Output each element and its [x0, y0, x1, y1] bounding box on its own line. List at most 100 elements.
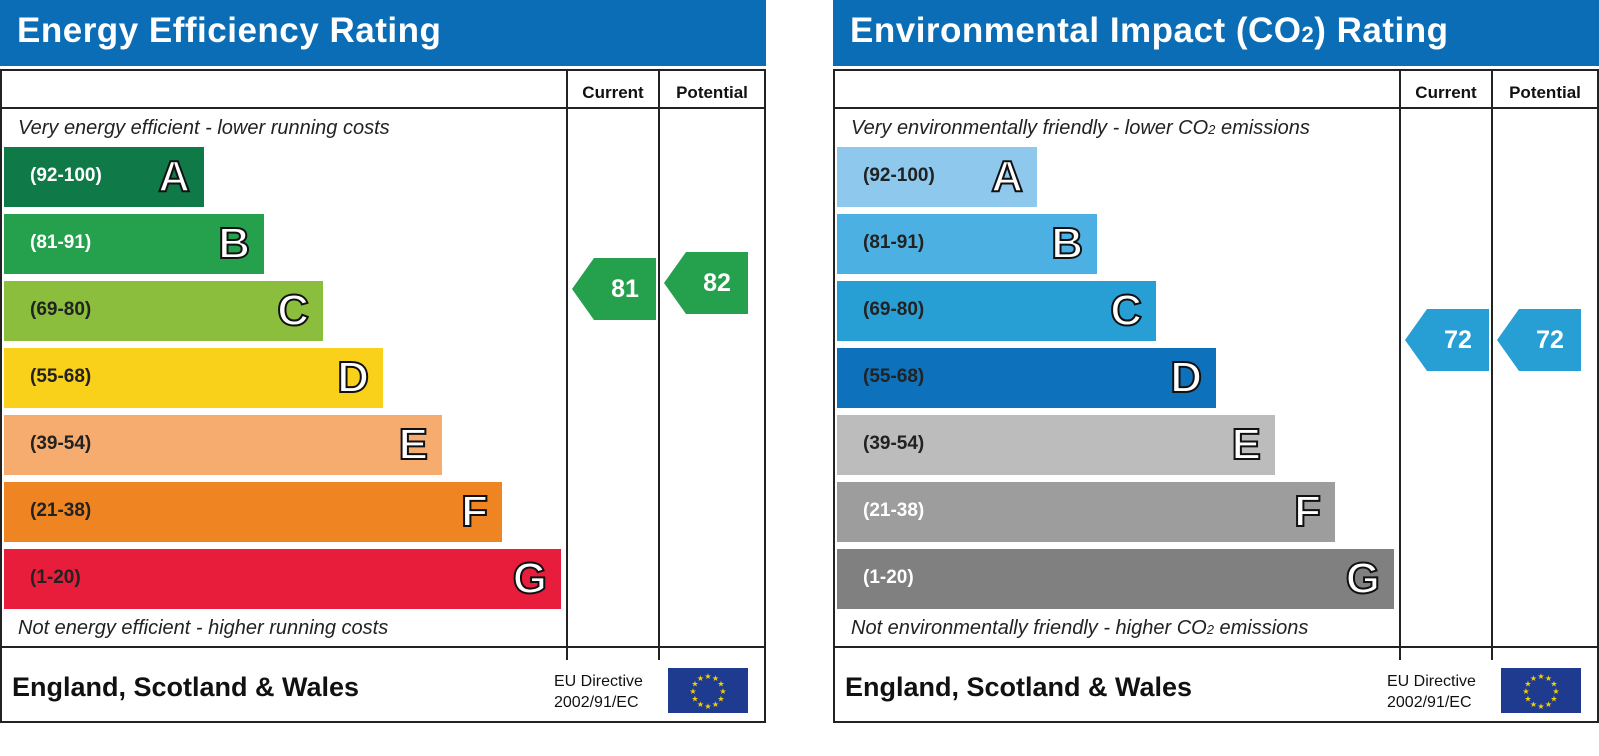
- energy-footer-divider: [2, 646, 764, 648]
- energy-potential-value: 82: [703, 269, 731, 297]
- band-range-label: (55-68): [863, 366, 925, 387]
- environment-footer-country: England, Scotland & Wales: [845, 672, 1193, 702]
- eu-stars-icon: ★★★★★★★★★ ★ ★★: [689, 672, 726, 711]
- band-range-label: (39-54): [30, 433, 92, 454]
- rating-band-c: (69-80) C: [4, 281, 323, 341]
- band-letter: D: [336, 352, 370, 403]
- band-range-label: (1-20): [863, 567, 914, 588]
- band-range-label: (81-91): [30, 232, 92, 253]
- environment-current-arrow: 72: [1405, 309, 1489, 371]
- band-letter: G: [1345, 553, 1381, 604]
- rating-band-g: (1-20) G: [837, 549, 1394, 609]
- environment-potential-value: 72: [1536, 326, 1564, 354]
- eu-star-icon: ★: [704, 702, 711, 711]
- eu-star-icon: ★: [1550, 680, 1557, 689]
- arrow-shape: [664, 252, 748, 314]
- energy-footer-directive: EU Directive 2002/91/EC: [554, 671, 643, 713]
- rating-band-b: (81-91) B: [837, 214, 1097, 274]
- environment-title: Environmental Impact (CO2) Rating: [850, 11, 1449, 50]
- directive-line-2: 2002/91/EC: [554, 694, 639, 711]
- band-range-label: (92-100): [863, 165, 935, 186]
- rating-band-g: (1-20) G: [4, 549, 561, 609]
- environment-frame: Current Potential Very environmentally f…: [833, 69, 1599, 723]
- band-letter: F: [460, 486, 489, 537]
- band-letter: E: [398, 419, 429, 470]
- eu-star-icon: ★: [1545, 700, 1552, 709]
- band-letter: F: [1293, 486, 1322, 537]
- rating-band-f: (21-38) F: [4, 482, 502, 542]
- energy-frame: Current Potential Very energy efficient …: [0, 69, 766, 723]
- environment-title-bar: Environmental Impact (CO2) Rating: [833, 0, 1599, 66]
- environmental-impact-panel: Environmental Impact (CO2) Rating Curren…: [833, 0, 1599, 723]
- eu-star-icon: ★: [697, 674, 704, 683]
- energy-current-value: 81: [611, 275, 639, 303]
- energy-current-header: Current: [582, 83, 644, 102]
- arrow-shape: [1405, 309, 1489, 371]
- environment-footer-directive: EU Directive 2002/91/EC: [1387, 671, 1476, 713]
- arrow-shape: [572, 258, 656, 320]
- eu-star-icon: ★: [1537, 672, 1544, 681]
- rating-band-d: (55-68) D: [4, 348, 383, 408]
- eu-star-icon: ★: [717, 695, 724, 704]
- eu-star-icon: ★: [717, 680, 724, 689]
- rating-band-a: (92-100) A: [837, 147, 1037, 207]
- eu-star-icon: ★: [1530, 674, 1537, 683]
- energy-efficiency-panel: Energy Efficiency Rating Current Potenti…: [0, 0, 766, 723]
- rating-band-e: (39-54) E: [4, 415, 442, 475]
- environment-potential-divider: [1491, 71, 1493, 660]
- eu-stars-icon: ★★★★★★★★★ ★ ★★: [1522, 672, 1559, 711]
- eu-star-icon: ★: [691, 695, 698, 704]
- energy-top-note: Very energy efficient - lower running co…: [18, 117, 390, 139]
- eu-flag-icon: ★ ★ ★ ★ ★ ★ ★ ★ ★ ★ ★ ★: [1501, 668, 1581, 713]
- directive-line-1: EU Directive: [1387, 673, 1476, 690]
- energy-title: Energy Efficiency Rating: [17, 11, 442, 50]
- eu-star-icon: ★: [697, 700, 704, 709]
- eu-star-icon: ★: [1522, 687, 1529, 696]
- band-letter: A: [990, 151, 1024, 202]
- band-letter: D: [1169, 352, 1203, 403]
- environment-current-header: Current: [1415, 83, 1477, 102]
- band-range-label: (69-80): [863, 299, 925, 320]
- eu-star-icon: ★: [689, 687, 696, 696]
- eu-star-icon: ★: [1550, 695, 1557, 704]
- energy-potential-arrow: 82: [664, 252, 748, 314]
- energy-current-arrow: 81: [572, 258, 656, 320]
- band-range-label: (39-54): [863, 433, 925, 454]
- eu-star-icon: ★: [1552, 687, 1559, 696]
- band-range-label: (21-38): [30, 500, 92, 521]
- eu-star-icon: ★: [719, 687, 726, 696]
- eu-star-icon: ★: [1537, 702, 1544, 711]
- environment-bottom-note: Not environmentally friendly - higher CO…: [851, 617, 1309, 639]
- band-letter: B: [217, 218, 251, 269]
- band-range-label: (69-80): [30, 299, 92, 320]
- energy-potential-header: Potential: [676, 83, 748, 102]
- eu-star-icon: ★: [1524, 695, 1531, 704]
- energy-bottom-note: Not energy efficient - higher running co…: [18, 617, 389, 639]
- environment-current-value: 72: [1444, 326, 1472, 354]
- rating-band-b: (81-91) B: [4, 214, 264, 274]
- environment-top-note: Very environmentally friendly - lower CO…: [851, 117, 1310, 139]
- eu-star-icon: ★: [691, 680, 698, 689]
- arrow-shape: [1497, 309, 1581, 371]
- rating-band-e: (39-54) E: [837, 415, 1275, 475]
- band-letter: E: [1231, 419, 1262, 470]
- band-range-label: (1-20): [30, 567, 81, 588]
- eu-star-icon: ★: [1524, 680, 1531, 689]
- directive-line-2: 2002/91/EC: [1387, 694, 1472, 711]
- rating-band-c: (69-80) C: [837, 281, 1156, 341]
- energy-current-divider: [566, 71, 568, 660]
- eu-star-icon: ★: [704, 672, 711, 681]
- band-letter: A: [157, 151, 191, 202]
- band-letter: G: [512, 553, 548, 604]
- rating-band-a: (92-100) A: [4, 147, 204, 207]
- eu-star-icon: ★: [1545, 674, 1552, 683]
- environment-potential-arrow: 72: [1497, 309, 1581, 371]
- environment-header-divider: [835, 107, 1597, 109]
- band-range-label: (55-68): [30, 366, 92, 387]
- eu-star-icon: ★: [712, 700, 719, 709]
- band-letter: C: [276, 285, 310, 336]
- rating-band-d: (55-68) D: [837, 348, 1216, 408]
- band-letter: C: [1109, 285, 1143, 336]
- energy-title-bar: Energy Efficiency Rating: [0, 0, 766, 66]
- band-range-label: (92-100): [30, 165, 102, 186]
